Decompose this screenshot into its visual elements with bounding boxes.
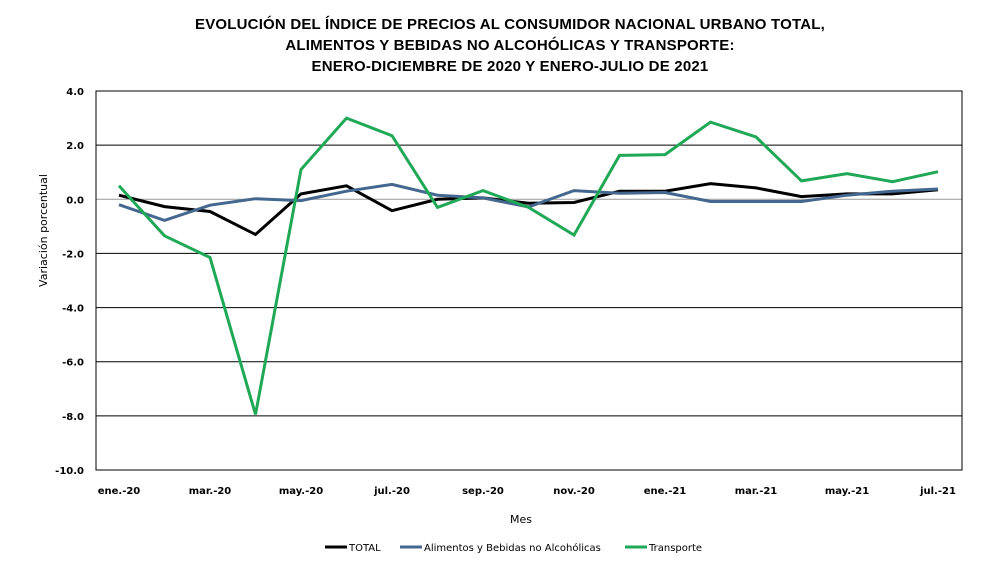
- legend-label: TOTAL: [348, 543, 381, 554]
- series-line-0: [118, 182, 939, 237]
- x-tick-label: may.-20: [279, 486, 323, 497]
- x-tick-label: may.-21: [825, 486, 869, 497]
- plot-area-frame: [95, 90, 963, 471]
- x-tick-label: sep.-20: [462, 486, 504, 497]
- y-tick-label: 0.0: [66, 195, 84, 206]
- legend-label: Transporte: [648, 543, 702, 554]
- chart-title-line-2: ALIMENTOS Y BEBIDAS NO ALCOHÓLICAS Y TRA…: [285, 37, 735, 54]
- legend-label: Alimentos y Bebidas no Alcohólicas: [424, 542, 601, 554]
- y-tick-label: 2.0: [66, 141, 84, 152]
- x-tick-label: nov.-20: [553, 486, 595, 497]
- y-tick-label: -2.0: [62, 249, 84, 260]
- x-tick-label: mar.-20: [189, 486, 232, 497]
- y-axis-ticks: 4.0 2.0 0.0 -2.0 -4.0 -6.0 -8.0 -10.0: [55, 87, 84, 477]
- gridlines: [96, 90, 962, 471]
- x-tick-label: jul.-20: [373, 486, 410, 497]
- x-tick-label: mar.-21: [735, 486, 778, 497]
- series-lines: [117, 116, 939, 415]
- chart-title: EVOLUCIÓN DEL ÍNDICE DE PRECIOS AL CONSU…: [150, 14, 870, 77]
- chart-title-line-1: EVOLUCIÓN DEL ÍNDICE DE PRECIOS AL CONSU…: [194, 16, 826, 33]
- y-tick-label: -6.0: [62, 358, 84, 369]
- x-tick-label: jul.-21: [919, 486, 956, 497]
- x-tick-label: ene.-21: [644, 486, 687, 497]
- chart-title-line-3: ENERO-DICIEMBRE DE 2020 Y ENERO-JULIO DE…: [311, 58, 709, 75]
- y-tick-label: -4.0: [62, 304, 84, 315]
- y-tick-label: -8.0: [62, 412, 84, 423]
- y-tick-label: 4.0: [66, 87, 84, 98]
- x-tick-label: ene.-20: [98, 486, 141, 497]
- x-axis-label: Mes: [510, 513, 532, 526]
- y-axis-label: Variación porcentual: [37, 174, 50, 287]
- x-axis-ticks: ene.-20 mar.-20 may.-20 jul.-20 sep.-20 nov.-…: [98, 486, 956, 497]
- series-line-2: [117, 116, 939, 415]
- legend: TOTAL Alimentos y Bebidas no Alcohólicas T…: [325, 542, 702, 554]
- y-tick-label: -10.0: [55, 466, 84, 477]
